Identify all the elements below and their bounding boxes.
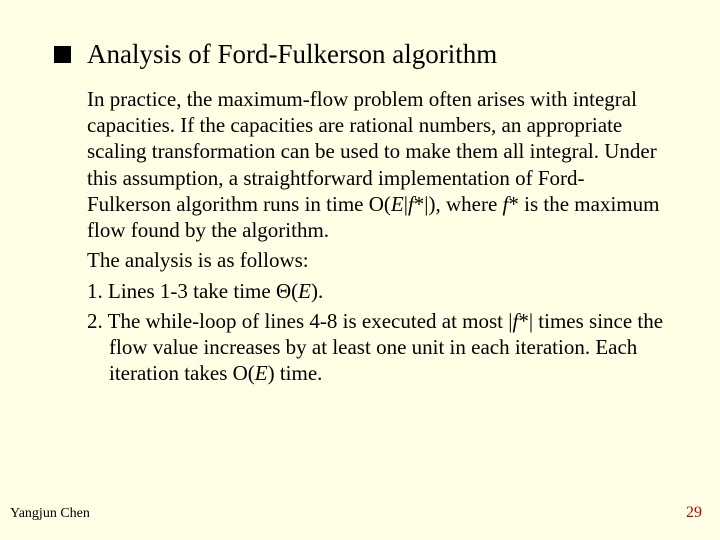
slide-title: Analysis of Ford-Fulkerson algorithm: [87, 38, 497, 72]
text-run: ).: [311, 279, 323, 303]
body-item-2: 2. The while-loop of lines 4-8 is execut…: [87, 308, 666, 387]
var-e: E: [391, 192, 404, 216]
var-e: E: [255, 361, 268, 385]
title-row: Analysis of Ford-Fulkerson algorithm: [54, 38, 666, 72]
text-run: 1. Lines 1-3 take time: [87, 279, 276, 303]
var-e: E: [298, 279, 311, 303]
slide-container: Analysis of Ford-Fulkerson algorithm In …: [0, 0, 720, 540]
slide-body: In practice, the maximum-flow problem of…: [87, 86, 666, 387]
text-run: 2. The while-loop of lines 4-8 is execut…: [87, 309, 512, 333]
body-item-1: 1. Lines 1-3 take time Θ(E).: [87, 278, 666, 304]
bullet-square-icon: [54, 46, 71, 63]
theta-symbol: Θ: [276, 279, 291, 303]
body-paragraph-lead: The analysis is as follows:: [87, 247, 666, 273]
body-paragraph-intro: In practice, the maximum-flow problem of…: [87, 86, 666, 244]
text-run: ) time.: [268, 361, 323, 385]
text-run: *|), where: [414, 192, 503, 216]
footer-page-number: 29: [686, 504, 702, 522]
footer-author: Yangjun Chen: [10, 506, 90, 522]
